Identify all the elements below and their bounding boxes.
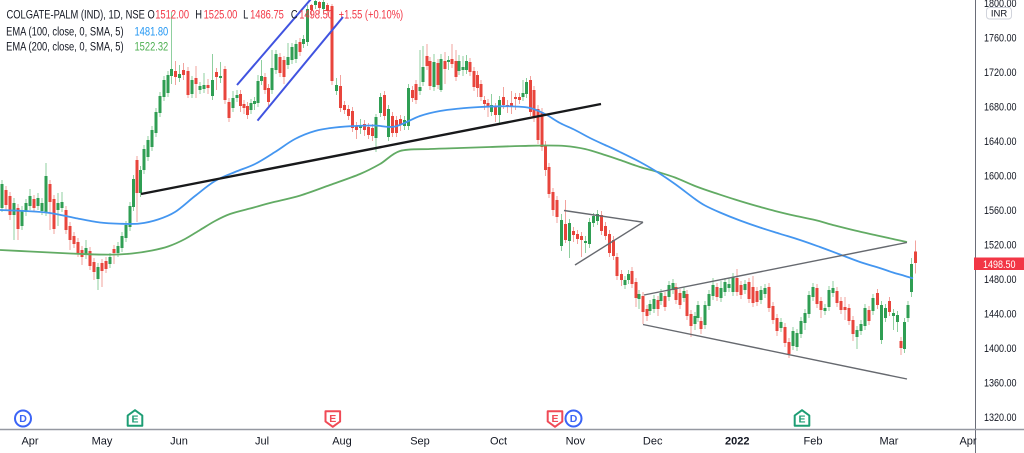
svg-text:INR: INR — [991, 9, 1008, 20]
svg-text:Apr: Apr — [21, 436, 38, 448]
svg-text:Apr: Apr — [959, 436, 976, 448]
svg-text:Nov: Nov — [566, 436, 586, 448]
svg-text:Feb: Feb — [804, 436, 823, 448]
svg-text:EMA (100, close, 0, SMA, 5)148: EMA (100, close, 0, SMA, 5) 1481.80 — [6, 26, 168, 39]
svg-text:1520.00: 1520.00 — [984, 240, 1017, 252]
svg-text:1680.00: 1680.00 — [984, 102, 1017, 114]
svg-text:Oct: Oct — [490, 436, 507, 448]
svg-text:1560.00: 1560.00 — [984, 205, 1017, 217]
svg-text:Mar: Mar — [880, 436, 899, 448]
svg-text:Jun: Jun — [170, 436, 188, 448]
svg-text:D: D — [19, 413, 27, 425]
svg-text:Jul: Jul — [255, 436, 269, 448]
svg-text:EMA (200, close, 0, SMA, 5)152: EMA (200, close, 0, SMA, 5) 1522.32 — [6, 41, 168, 54]
svg-text:E: E — [798, 414, 805, 426]
svg-text:Aug: Aug — [332, 436, 352, 448]
svg-text:1480.00: 1480.00 — [984, 274, 1017, 286]
svg-text:1640.00: 1640.00 — [984, 136, 1017, 148]
svg-text:1498.50: 1498.50 — [983, 259, 1016, 271]
svg-text:1600.00: 1600.00 — [984, 171, 1017, 183]
svg-text:1440.00: 1440.00 — [984, 309, 1017, 321]
svg-text:D: D — [570, 413, 578, 425]
svg-text:1720.00: 1720.00 — [984, 67, 1017, 79]
svg-text:2022: 2022 — [725, 436, 749, 448]
svg-text:1800.00: 1800.00 — [984, 0, 1017, 10]
svg-text:1360.00: 1360.00 — [984, 378, 1017, 390]
svg-text:1760.00: 1760.00 — [984, 33, 1017, 45]
svg-text:1400.00: 1400.00 — [984, 343, 1017, 355]
svg-text:Dec: Dec — [643, 436, 663, 448]
svg-text:Sep: Sep — [410, 436, 430, 448]
svg-text:E: E — [329, 413, 336, 425]
svg-text:May: May — [92, 436, 113, 448]
svg-text:E: E — [131, 414, 138, 426]
svg-text:1320.00: 1320.00 — [984, 412, 1017, 424]
svg-text:E: E — [551, 413, 558, 425]
